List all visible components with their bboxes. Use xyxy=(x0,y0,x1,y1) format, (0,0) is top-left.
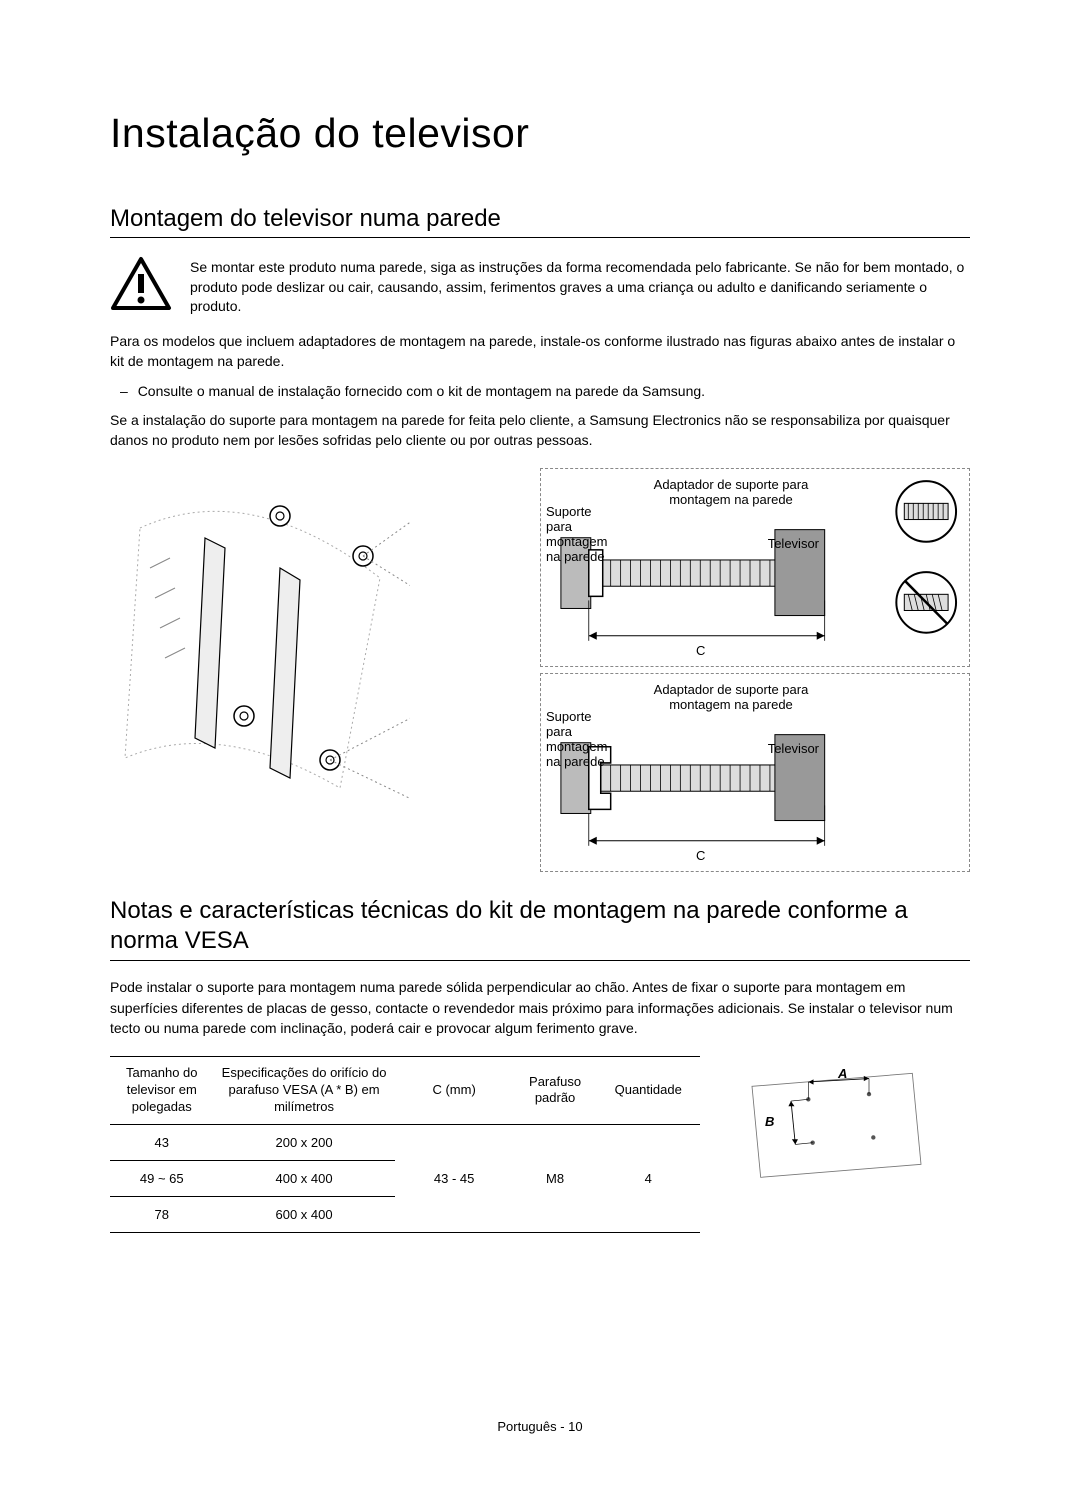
diagram-detail-top: Adaptador de suporte para montagem na pa… xyxy=(540,468,970,667)
label-bracket-top: Suporte para montagem na parede xyxy=(546,504,608,564)
label-c-bottom: C xyxy=(696,848,705,863)
warning-block: Se montar este produto numa parede, siga… xyxy=(110,256,970,317)
diagram-detail-bottom: Adaptador de suporte para montagem na pa… xyxy=(540,673,970,872)
warning-icon xyxy=(110,256,172,311)
diagram-detail-boxes: Adaptador de suporte para montagem na pa… xyxy=(540,468,970,868)
diagram-tv-panel xyxy=(110,468,410,868)
warning-text: Se montar este produto numa parede, siga… xyxy=(190,256,970,317)
label-bracket-bottom: Suporte para montagem na parede xyxy=(546,709,608,769)
th-c: C (mm) xyxy=(395,1057,514,1125)
label-adapter-bottom: Adaptador de suporte para montagem na pa… xyxy=(641,682,821,712)
page-title: Instalação do televisor xyxy=(110,110,970,157)
vesa-ab-diagram: A B xyxy=(710,1056,950,1233)
diagram-area: Adaptador de suporte para montagem na pa… xyxy=(110,468,970,868)
section-heading-mounting: Montagem do televisor numa parede xyxy=(110,205,970,238)
cell-vesa-2: 600 x 400 xyxy=(214,1196,395,1232)
page-footer: Português - 10 xyxy=(0,1419,1080,1434)
paragraph-liability: Se a instalação do suporte para montagem… xyxy=(110,410,970,451)
label-tv-top: Televisor xyxy=(768,536,819,551)
table-row: 43 200 x 200 43 - 45 M8 4 xyxy=(110,1124,700,1160)
paragraph-vesa-intro: Pode instalar o suporte para montagem nu… xyxy=(110,977,970,1038)
th-qty: Quantidade xyxy=(596,1057,700,1125)
cell-size-1: 49 ~ 65 xyxy=(110,1160,214,1196)
paragraph-models: Para os modelos que incluem adaptadores … xyxy=(110,331,970,372)
table-and-diagram: Tamanho do televisor em polegadas Especi… xyxy=(110,1056,970,1233)
vesa-spec-table: Tamanho do televisor em polegadas Especi… xyxy=(110,1056,700,1233)
cell-size-2: 78 xyxy=(110,1196,214,1232)
cell-qty: 4 xyxy=(596,1124,700,1232)
vesa-label-a: A xyxy=(838,1066,847,1081)
th-vesa: Especificações do orifício do parafuso V… xyxy=(214,1057,395,1125)
label-adapter-top: Adaptador de suporte para montagem na pa… xyxy=(641,477,821,507)
cell-size-0: 43 xyxy=(110,1124,214,1160)
cell-c: 43 - 45 xyxy=(395,1124,514,1232)
cell-screw: M8 xyxy=(514,1124,597,1232)
bullet-consult-manual: Consulte o manual de instalação fornecid… xyxy=(110,381,970,401)
label-c-top: C xyxy=(696,643,705,658)
label-tv-bottom: Televisor xyxy=(768,741,819,756)
table-header-row: Tamanho do televisor em polegadas Especi… xyxy=(110,1057,700,1125)
vesa-label-b: B xyxy=(765,1114,774,1129)
th-size: Tamanho do televisor em polegadas xyxy=(110,1057,214,1125)
th-screw: Parafuso padrão xyxy=(514,1057,597,1125)
cell-vesa-1: 400 x 400 xyxy=(214,1160,395,1196)
section-heading-vesa: Notas e características técnicas do kit … xyxy=(110,896,970,961)
cell-vesa-0: 200 x 200 xyxy=(214,1124,395,1160)
